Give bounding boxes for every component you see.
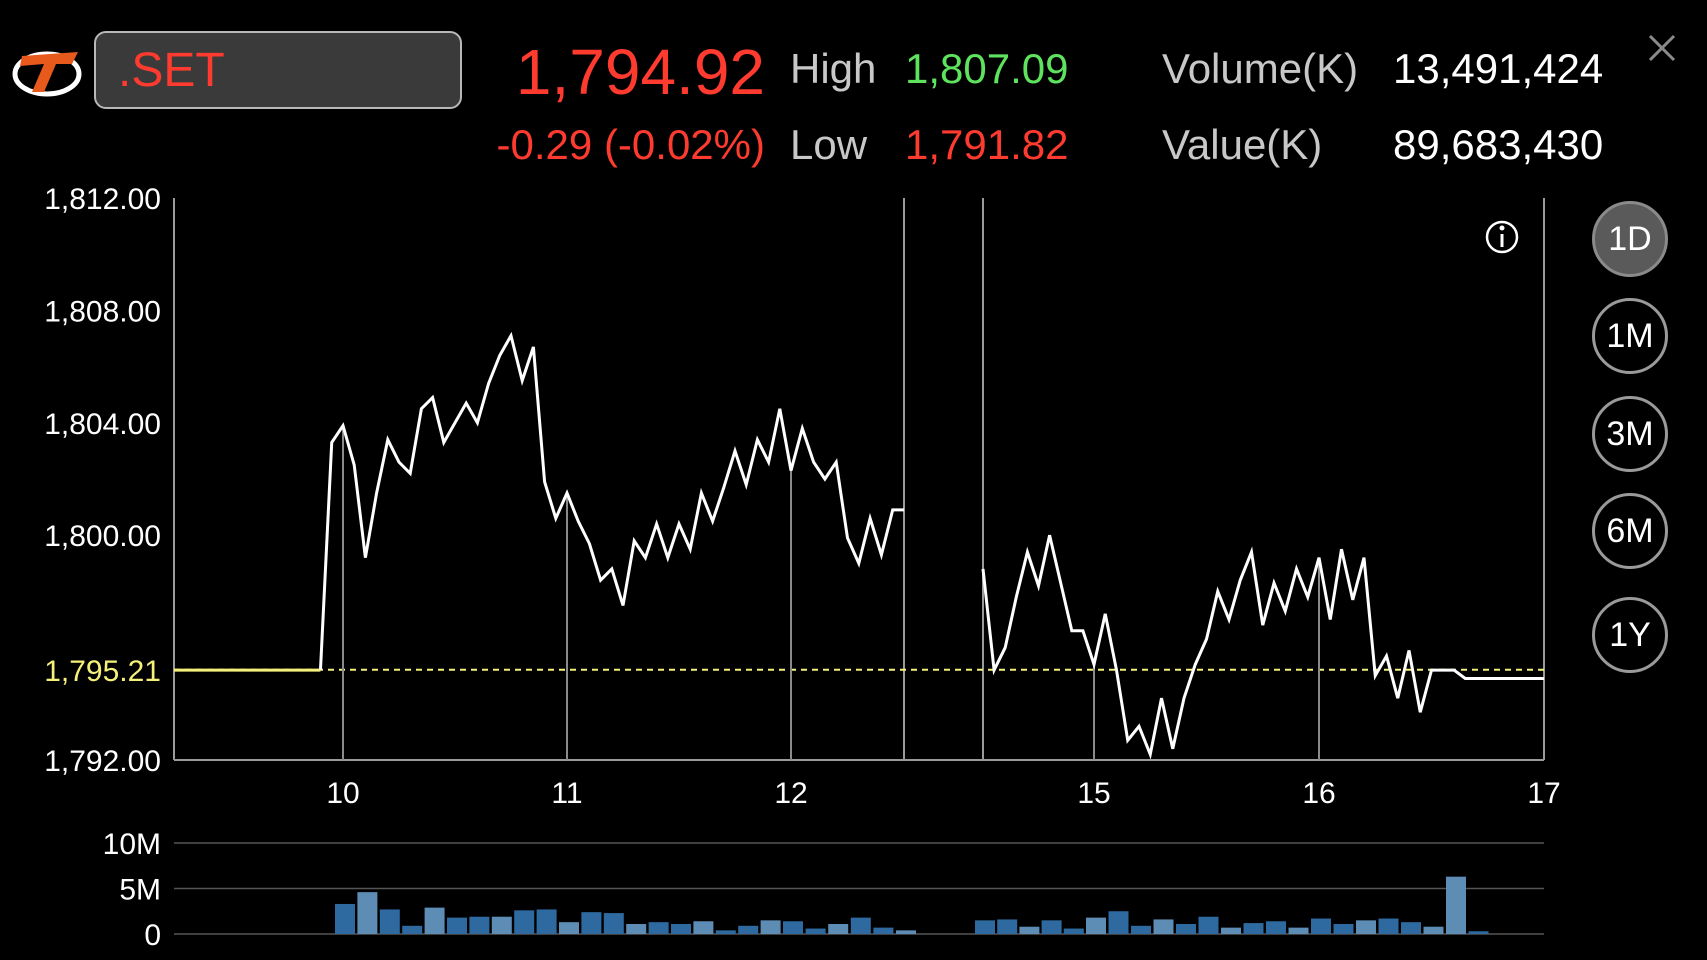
volume-bar: [1063, 928, 1084, 934]
volume-bar: [1153, 919, 1174, 934]
volume-bar: [1176, 923, 1196, 934]
high-value: 1,807.09: [905, 45, 1069, 92]
volume-bar: [1468, 931, 1489, 934]
logo-icon: [12, 51, 82, 97]
volume-bar: [648, 922, 669, 934]
volume-bar: [424, 907, 445, 934]
volume-bar: [514, 910, 535, 934]
x-tick-label: 17: [1527, 777, 1560, 810]
low-value: 1,791.82: [905, 121, 1069, 168]
high-label: High: [790, 45, 877, 92]
symbol-search-box[interactable]: .SET: [94, 31, 462, 109]
volume-bar: [997, 919, 1018, 934]
volume-bar: [1401, 922, 1421, 934]
volume-bar: [1378, 918, 1399, 934]
volume-bar: [603, 913, 624, 934]
period-button-1d[interactable]: 1D: [1592, 201, 1668, 277]
volume-label: Volume(K): [1162, 45, 1359, 92]
volume-tick-label: 0: [144, 919, 161, 952]
volume-bar: [1019, 926, 1040, 934]
volume-bar: [357, 892, 378, 934]
volume-bar: [1108, 911, 1129, 934]
volume-bar: [447, 917, 467, 934]
volume-bar: [1356, 920, 1376, 934]
y-tick-label: 1,792.00: [44, 745, 161, 778]
volume-bar: [626, 923, 647, 934]
volume-bar: [828, 923, 849, 934]
value-label: Value(K): [1162, 121, 1323, 168]
volume-bar: [1266, 921, 1286, 934]
y-tick-label: 1,800.00: [44, 520, 161, 553]
volume-bar: [738, 925, 759, 934]
volume-bar: [896, 930, 916, 934]
volume-bar: [402, 925, 423, 934]
volume-bar: [805, 928, 826, 934]
volume-bar: [1221, 927, 1241, 934]
volume-bar: [783, 921, 803, 934]
volume-bar: [559, 922, 579, 934]
x-tick-label: 11: [551, 777, 582, 810]
volume-bar: [581, 912, 602, 934]
volume-bar: [715, 930, 736, 934]
volume-bar: [693, 921, 714, 934]
volume-bar: [1086, 917, 1106, 934]
close-icon[interactable]: [1642, 28, 1682, 68]
x-tick-label: 12: [774, 777, 807, 810]
volume-tick-label: 5M: [119, 874, 161, 907]
volume-bar: [873, 927, 894, 934]
volume-bar: [491, 916, 512, 934]
volume-bar: [1311, 918, 1331, 934]
prev-close-label: 1,795.21: [44, 655, 161, 688]
volume-bar: [850, 917, 871, 934]
series-line-afternoon: [981, 534, 1544, 760]
volume-bar: [975, 920, 995, 934]
period-button-1m[interactable]: 1M: [1592, 298, 1668, 374]
symbol-label: .SET: [118, 43, 225, 97]
volume-bar: [1446, 876, 1466, 934]
period-button-3m[interactable]: 3M: [1592, 396, 1668, 472]
y-tick-label: 1,808.00: [44, 295, 161, 328]
x-tick-label: 15: [1077, 777, 1110, 810]
volume-bar: [335, 903, 355, 934]
volume-bar: [1131, 925, 1151, 934]
volume-bar: [760, 920, 781, 934]
volume-tick-label: 10M: [103, 828, 161, 861]
info-icon[interactable]: [1485, 220, 1519, 254]
y-tick-label: 1,804.00: [44, 408, 161, 441]
volume-bar: [379, 909, 400, 934]
volume-bar: [1288, 927, 1309, 934]
volume-bar: [536, 909, 557, 934]
volume-bar: [1333, 923, 1354, 934]
value-value: 89,683,430: [1393, 121, 1604, 168]
y-tick-label: 1,812.00: [44, 183, 161, 216]
low-label: Low: [790, 121, 868, 168]
period-button-1y[interactable]: 1Y: [1592, 597, 1668, 673]
volume-bar: [1041, 920, 1062, 934]
volume-bar: [1423, 926, 1444, 934]
volume-bar: [1243, 923, 1264, 934]
series-line-morning: [318, 331, 904, 671]
price-change: -0.29 (-0.02%): [496, 121, 765, 168]
x-tick-label: 10: [326, 777, 359, 810]
period-button-6m[interactable]: 6M: [1592, 493, 1668, 569]
volume-value: 13,491,424: [1393, 45, 1604, 92]
last-price: 1,794.92: [515, 36, 765, 108]
volume-bar: [469, 916, 490, 934]
volume-bar: [671, 923, 691, 934]
volume-bar: [1198, 916, 1219, 934]
x-tick-label: 16: [1302, 777, 1335, 810]
